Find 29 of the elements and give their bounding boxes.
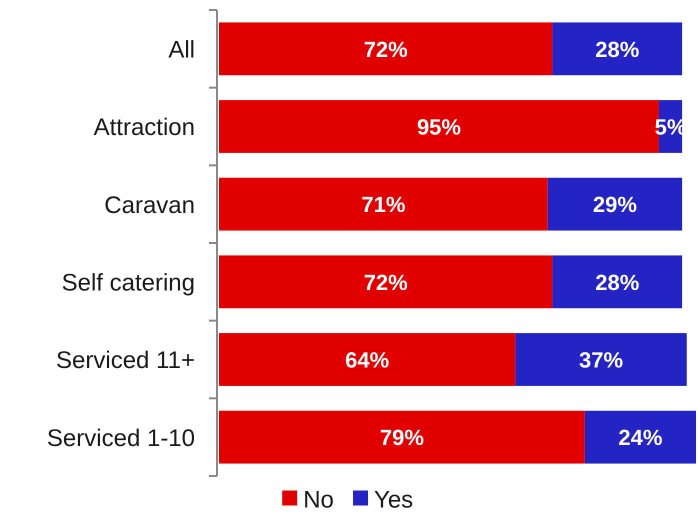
data-label: 64% <box>345 347 390 372</box>
bar <box>552 22 682 76</box>
bar <box>219 333 516 386</box>
bar <box>584 410 696 464</box>
y-tick-label: All <box>168 36 195 64</box>
bar <box>219 22 552 76</box>
data-label: 29% <box>592 192 637 218</box>
bar <box>515 333 687 386</box>
data-label: 72% <box>364 270 408 295</box>
bar <box>219 410 585 464</box>
y-tick-label: Self catering <box>62 269 195 296</box>
y-tick-label: Attraction <box>94 114 195 142</box>
data-label: 28% <box>595 270 640 295</box>
y-tick-label: Serviced 11+ <box>56 347 195 374</box>
bar <box>552 255 682 308</box>
bar <box>219 178 548 231</box>
data-label: 28% <box>595 36 640 62</box>
data-label: 71% <box>361 192 406 218</box>
data-label: 72% <box>364 36 408 62</box>
legend-label: No <box>303 486 334 513</box>
legend-label: Yes <box>374 486 414 513</box>
y-tick-label: Serviced 1-10 <box>46 424 195 452</box>
data-label: 79% <box>380 425 424 450</box>
data-label: 24% <box>618 425 662 450</box>
data-label: 37% <box>579 347 624 372</box>
data-label: 95% <box>416 114 461 140</box>
bar <box>548 178 682 231</box>
y-tick-label: Caravan <box>104 192 195 219</box>
bar <box>219 255 552 308</box>
